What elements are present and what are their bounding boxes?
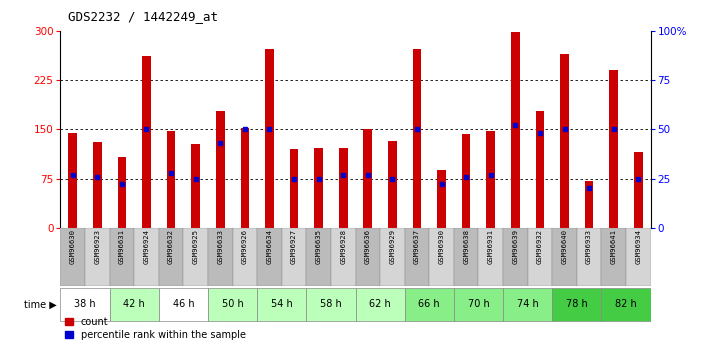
Bar bbox=[462, 134, 471, 228]
Bar bbox=[109, 228, 134, 286]
Text: GSM96925: GSM96925 bbox=[193, 229, 198, 265]
Bar bbox=[216, 111, 225, 228]
Text: GSM96928: GSM96928 bbox=[340, 229, 346, 265]
Text: 58 h: 58 h bbox=[320, 299, 342, 309]
Bar bbox=[363, 129, 372, 228]
Bar bbox=[486, 131, 495, 228]
Bar bbox=[602, 228, 626, 286]
Bar bbox=[412, 49, 422, 228]
Text: GSM96932: GSM96932 bbox=[537, 229, 543, 265]
Bar bbox=[208, 228, 232, 286]
Text: GSM96930: GSM96930 bbox=[439, 229, 444, 265]
Bar bbox=[60, 228, 85, 286]
Bar bbox=[429, 228, 454, 286]
Bar bbox=[560, 54, 569, 228]
Bar bbox=[356, 288, 405, 321]
Text: GSM96926: GSM96926 bbox=[242, 229, 248, 265]
Bar bbox=[577, 228, 602, 286]
Text: 50 h: 50 h bbox=[222, 299, 243, 309]
Legend: count, percentile rank within the sample: count, percentile rank within the sample bbox=[65, 317, 246, 340]
Bar bbox=[552, 228, 577, 286]
Bar bbox=[191, 144, 200, 228]
Text: GSM96927: GSM96927 bbox=[291, 229, 297, 265]
Bar bbox=[479, 228, 503, 286]
Bar bbox=[503, 228, 528, 286]
Text: 62 h: 62 h bbox=[369, 299, 391, 309]
Text: 82 h: 82 h bbox=[615, 299, 637, 309]
Text: GSM96638: GSM96638 bbox=[463, 229, 469, 265]
Bar bbox=[314, 148, 323, 228]
Text: GSM96630: GSM96630 bbox=[70, 229, 76, 265]
Bar bbox=[602, 288, 651, 321]
Bar bbox=[265, 49, 274, 228]
Bar bbox=[240, 128, 249, 228]
Text: GSM96924: GSM96924 bbox=[144, 229, 149, 265]
Bar bbox=[117, 157, 127, 228]
Text: GSM96641: GSM96641 bbox=[611, 229, 616, 265]
Bar bbox=[183, 228, 208, 286]
Bar bbox=[609, 70, 618, 228]
Bar bbox=[208, 288, 257, 321]
Bar bbox=[584, 180, 594, 228]
Text: GSM96633: GSM96633 bbox=[218, 229, 223, 265]
Bar bbox=[232, 228, 257, 286]
Text: 38 h: 38 h bbox=[74, 299, 96, 309]
Bar bbox=[437, 170, 446, 228]
Text: time ▶: time ▶ bbox=[24, 299, 57, 309]
Bar bbox=[454, 288, 503, 321]
Bar bbox=[528, 228, 552, 286]
Bar bbox=[380, 228, 405, 286]
Bar bbox=[167, 131, 176, 228]
Bar bbox=[552, 288, 602, 321]
Text: 54 h: 54 h bbox=[271, 299, 293, 309]
Text: 46 h: 46 h bbox=[173, 299, 194, 309]
Text: 74 h: 74 h bbox=[517, 299, 538, 309]
Bar bbox=[634, 152, 643, 228]
Text: GSM96640: GSM96640 bbox=[562, 229, 567, 265]
Text: 66 h: 66 h bbox=[419, 299, 440, 309]
Bar bbox=[405, 288, 454, 321]
Bar bbox=[109, 288, 159, 321]
Text: GSM96639: GSM96639 bbox=[513, 229, 518, 265]
Text: GSM96634: GSM96634 bbox=[267, 229, 272, 265]
Bar bbox=[535, 111, 544, 228]
Text: 42 h: 42 h bbox=[123, 299, 145, 309]
Bar bbox=[306, 228, 331, 286]
Bar bbox=[142, 56, 151, 228]
Text: GSM96631: GSM96631 bbox=[119, 229, 125, 265]
Bar bbox=[257, 228, 282, 286]
Text: GSM96923: GSM96923 bbox=[95, 229, 100, 265]
Text: GSM96933: GSM96933 bbox=[586, 229, 592, 265]
Bar bbox=[388, 141, 397, 228]
Bar bbox=[85, 228, 109, 286]
Bar bbox=[356, 228, 380, 286]
Bar bbox=[257, 288, 306, 321]
Bar bbox=[282, 228, 306, 286]
Text: GSM96929: GSM96929 bbox=[390, 229, 395, 265]
Bar bbox=[289, 149, 299, 228]
Bar bbox=[60, 288, 109, 321]
Text: GDS2232 / 1442249_at: GDS2232 / 1442249_at bbox=[68, 10, 218, 23]
Bar bbox=[134, 228, 159, 286]
Text: GSM96931: GSM96931 bbox=[488, 229, 493, 265]
Text: 70 h: 70 h bbox=[468, 299, 489, 309]
Bar bbox=[454, 228, 479, 286]
Bar bbox=[159, 288, 208, 321]
Bar bbox=[405, 228, 429, 286]
Bar bbox=[306, 288, 356, 321]
Bar bbox=[93, 142, 102, 228]
Bar bbox=[626, 228, 651, 286]
Bar bbox=[503, 288, 552, 321]
Text: GSM96934: GSM96934 bbox=[635, 229, 641, 265]
Text: GSM96637: GSM96637 bbox=[414, 229, 420, 265]
Text: 78 h: 78 h bbox=[566, 299, 588, 309]
Text: GSM96636: GSM96636 bbox=[365, 229, 371, 265]
Text: GSM96632: GSM96632 bbox=[168, 229, 174, 265]
Bar bbox=[159, 228, 183, 286]
Bar bbox=[331, 228, 356, 286]
Bar bbox=[511, 32, 520, 228]
Bar bbox=[68, 132, 77, 228]
Text: GSM96635: GSM96635 bbox=[316, 229, 321, 265]
Bar bbox=[339, 148, 348, 228]
